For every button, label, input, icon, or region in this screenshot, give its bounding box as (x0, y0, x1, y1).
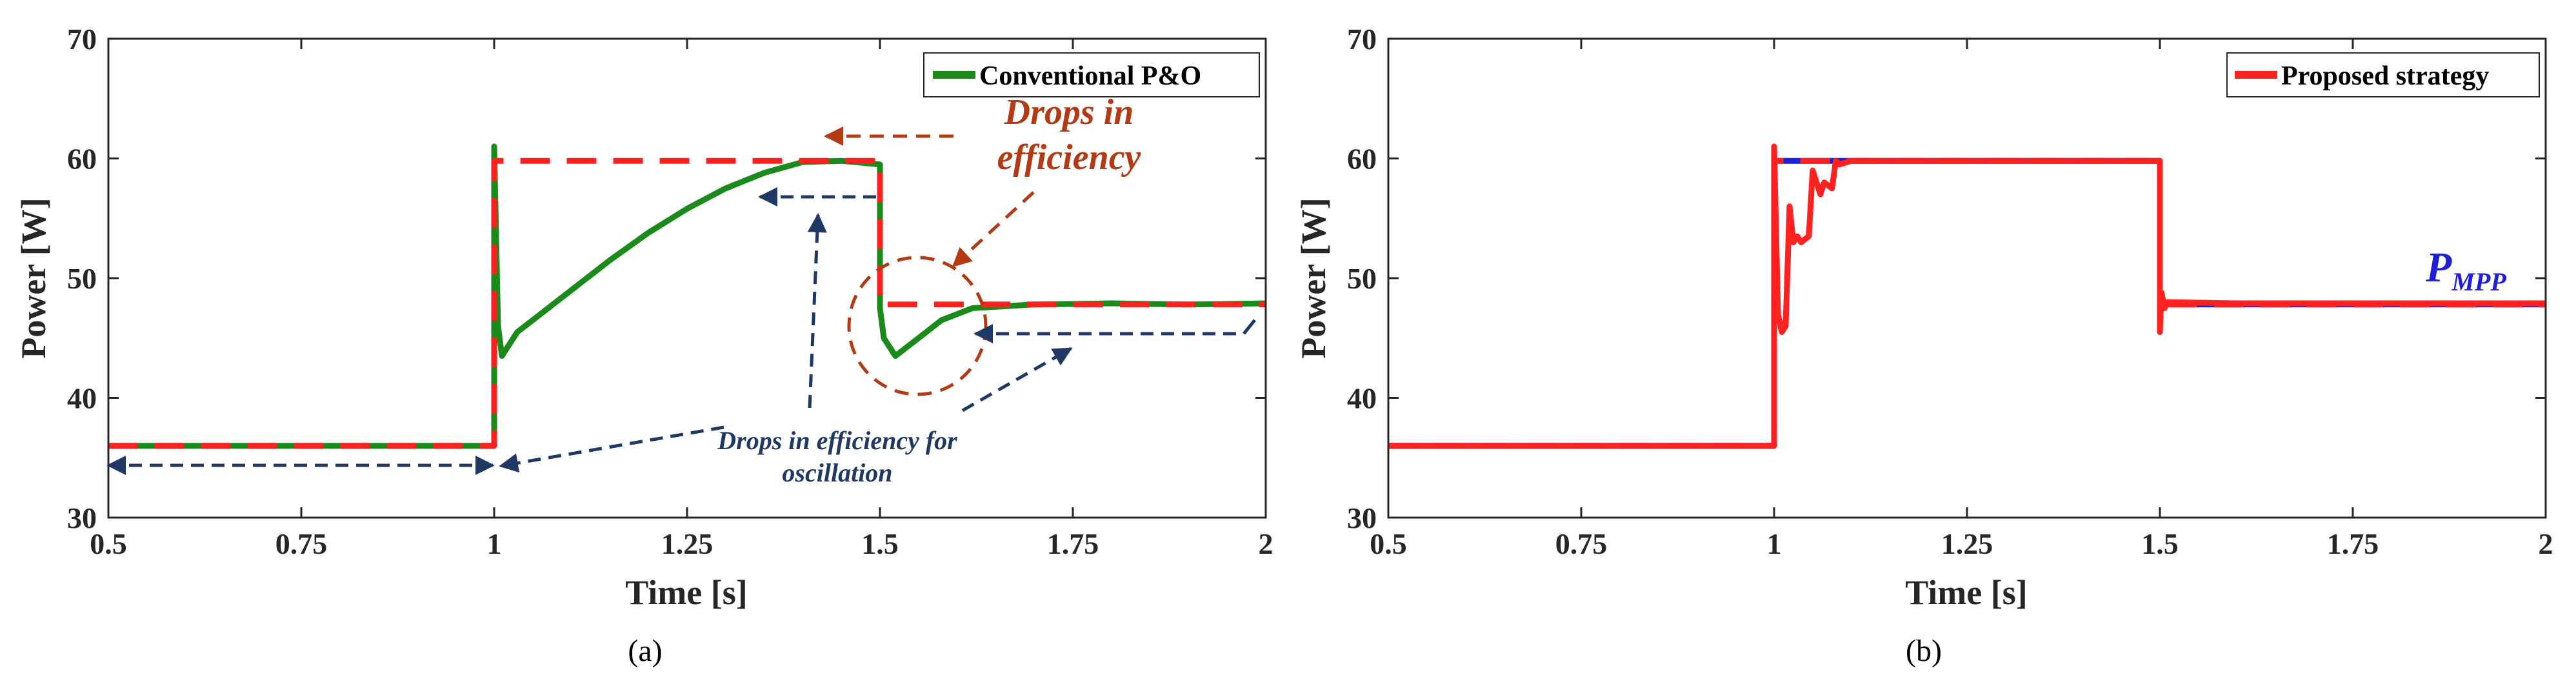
a-x-tick-label: 1 (487, 527, 502, 560)
a-x-tick-label: 1.75 (1047, 527, 1099, 560)
b-y-tick-label: 30 (1347, 501, 1377, 534)
b-legend-label: Proposed strategy (2281, 61, 2489, 91)
b-legend: Proposed strategy (2226, 52, 2540, 97)
b-series-proposed-strategy (1388, 143, 2546, 449)
b-y-tick-label: 40 (1347, 382, 1377, 415)
b-y-tick-label: 50 (1347, 262, 1377, 295)
b-y-tick-label: 70 (1347, 23, 1377, 56)
a-hbar-3-tail (1243, 319, 1256, 335)
panel-a: 30 40 50 60 70 0.5 0.75 1 1.25 1.5 1.75 2 Conventi… (14, 23, 1273, 668)
b-x-ticks: 0.5 0.75 1 1.25 1.5 1.75 2 (1370, 39, 2553, 560)
b-x-tick-label: 1.75 (2327, 527, 2379, 560)
b-x-axis-label: Time [s] (1905, 573, 2027, 612)
b-caption: (b) (1906, 634, 1942, 668)
a-x-tick-label: 0.75 (275, 527, 328, 560)
b-y-axis-label: Power [W] (1294, 197, 1333, 358)
a-legend: Conventional P&O (923, 52, 1260, 97)
a-annotation-efficiency: efficiency (997, 137, 1142, 177)
a-x-tick-label: 2 (1259, 527, 1273, 560)
a-annotations: Drops in efficiency Drops in efficiency … (106, 92, 1256, 487)
b-y-tick-label: 60 (1347, 143, 1377, 176)
panel-b: 30 40 50 60 70 0.5 0.75 1 1.25 1.5 1.75 2 Proposed… (1294, 23, 2553, 668)
a-x-tick-label: 1.25 (661, 527, 714, 560)
b-pmpp-main: P (2425, 244, 2452, 291)
a-y-tick-label: 60 (67, 143, 97, 176)
a-arrow-to-dip (952, 191, 1035, 268)
a-arrow-to-settle (961, 347, 1073, 412)
a-x-ticks: 0.5 0.75 1 1.25 1.5 1.75 2 (90, 39, 1273, 560)
a-caption: (a) (628, 634, 662, 668)
b-pmpp-sub: MPP (2451, 267, 2506, 296)
a-arrow-to-step (499, 425, 724, 473)
b-x-tick-label: 1.25 (1941, 527, 1993, 560)
a-y-axis-label: Power [W] (14, 197, 53, 358)
b-annotation-pmpp: PMPP (2425, 244, 2506, 296)
a-x-tick-label: 1.5 (861, 527, 899, 560)
b-x-tick-label: 1.5 (2141, 527, 2179, 560)
b-x-tick-label: 2 (2539, 527, 2553, 560)
b-plot-frame (1387, 37, 2547, 519)
a-plot-frame (107, 37, 1267, 519)
a-legend-box (923, 52, 1260, 97)
b-x-tick-label: 1 (1767, 527, 1782, 560)
a-series-pmpp-reference (108, 157, 1266, 449)
a-y-tick-label: 40 (67, 382, 97, 415)
a-series-conventional-po (108, 143, 1266, 449)
b-series-pmpp-overlay (1388, 157, 2546, 449)
a-annotation-oscillation-2: oscillation (782, 458, 892, 487)
a-arrow-up (807, 213, 827, 409)
b-legend-box (2226, 52, 2540, 97)
a-y-tick-label: 50 (67, 262, 97, 295)
b-x-tick-label: 0.5 (1370, 527, 1407, 560)
a-annotation-oscillation-1: Drops in efficiency for (717, 426, 957, 455)
a-legend-label: Conventional P&O (979, 61, 1201, 91)
a-y-tick-label: 30 (67, 501, 97, 534)
a-x-tick-label: 0.5 (90, 527, 127, 560)
a-annotation-drops-in: Drops in (1004, 92, 1134, 132)
a-y-ticks: 30 40 50 60 70 (67, 23, 1266, 534)
b-series (1388, 143, 2546, 449)
b-x-tick-label: 0.75 (1555, 527, 1608, 560)
b-y-ticks: 30 40 50 60 70 (1347, 23, 2546, 534)
a-x-axis-label: Time [s] (625, 573, 747, 612)
a-series (108, 143, 1266, 449)
a-dip-circle (847, 256, 988, 396)
a-y-tick-label: 70 (67, 23, 97, 56)
